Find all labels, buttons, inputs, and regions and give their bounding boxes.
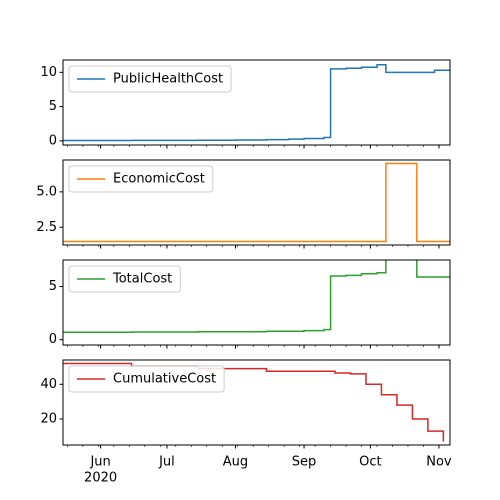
y-tick-label: 10 bbox=[40, 65, 57, 80]
panel-4: 20 40 CumulativeCost bbox=[40, 360, 450, 449]
panel-3: 0 5 TotalCost bbox=[49, 257, 450, 349]
legend-label: PublicHealthCost bbox=[113, 72, 223, 87]
legend: PublicHealthCost bbox=[69, 66, 231, 92]
legend: TotalCost bbox=[69, 266, 180, 292]
y-tick-label: 20 bbox=[40, 411, 57, 426]
x-tick-label: Jun bbox=[89, 455, 110, 470]
x-year-label: 2020 bbox=[84, 471, 117, 486]
x-tick-label: Oct bbox=[359, 455, 381, 470]
legend-label: TotalCost bbox=[112, 272, 172, 287]
x-tick-label: Jul bbox=[158, 455, 175, 470]
y-tick-label: 40 bbox=[40, 377, 57, 392]
legend-label: EconomicCost bbox=[113, 172, 205, 187]
x-tick-label: Aug bbox=[223, 455, 248, 470]
y-tick-label: 0 bbox=[49, 332, 57, 347]
legend: CumulativeCost bbox=[69, 366, 224, 392]
y-tick-label: 5 bbox=[49, 99, 57, 114]
panel-1: 0 5 10 PublicHealthCost bbox=[40, 60, 450, 149]
panel-2: 2.5 5.0 EconomicCost bbox=[36, 160, 450, 249]
x-tick-label: Sep bbox=[292, 455, 317, 470]
y-tick-label: 5.0 bbox=[36, 184, 57, 199]
x-tick-label: Nov bbox=[426, 455, 452, 470]
y-tick-label: 5 bbox=[49, 279, 57, 294]
y-tick-label: 0 bbox=[49, 133, 57, 148]
legend: EconomicCost bbox=[69, 166, 213, 192]
y-tick-label: 2.5 bbox=[36, 220, 57, 235]
legend-label: CumulativeCost bbox=[113, 372, 216, 387]
